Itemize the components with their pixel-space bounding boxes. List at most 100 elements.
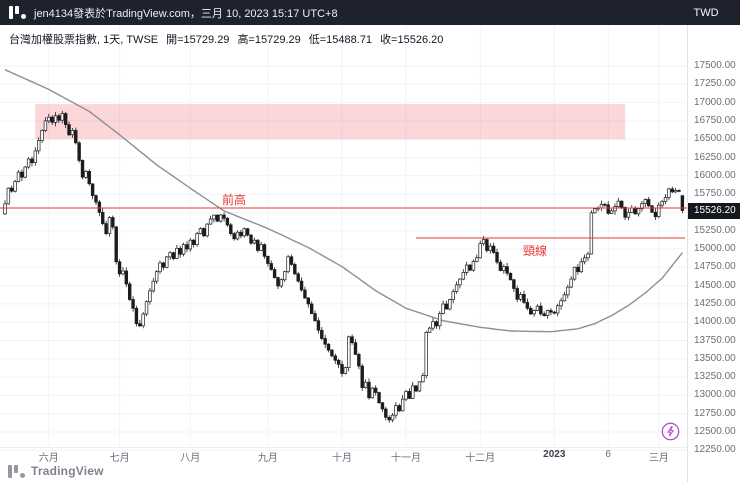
candle <box>441 300 445 315</box>
candle <box>151 277 155 293</box>
candle <box>218 214 223 223</box>
candle <box>181 242 186 257</box>
candle <box>589 210 594 255</box>
price-tick-label: 13750.00 <box>694 334 736 346</box>
time-tick-label: 三月 <box>648 453 669 464</box>
candle <box>296 271 300 283</box>
candle <box>407 388 412 399</box>
candle <box>124 267 129 288</box>
symbol-info-line: 台灣加權股票指數, 1天, TWSE 開=15729.29 高=15729.29… <box>9 31 443 47</box>
candle <box>663 194 668 205</box>
candle <box>283 270 287 283</box>
price-tick-label: 17250.00 <box>694 78 736 90</box>
time-tick-label: 九月 <box>257 453 278 464</box>
candle <box>222 212 226 222</box>
candle <box>262 243 267 259</box>
candle <box>107 216 112 237</box>
time-tick-label: 十一月 <box>391 453 421 464</box>
candle <box>171 251 176 261</box>
symbol-title[interactable]: 台灣加權股票指數, 1天, TWSE <box>9 34 159 46</box>
candle <box>650 204 654 213</box>
candle <box>232 231 236 241</box>
candle <box>542 311 546 317</box>
candle <box>387 415 391 423</box>
candle <box>596 206 600 212</box>
price-tick-label: 16500.00 <box>694 133 736 145</box>
lightning-button[interactable] <box>661 422 680 441</box>
candle <box>323 334 327 349</box>
candle <box>347 335 351 372</box>
candle <box>370 386 375 399</box>
candle <box>303 286 307 299</box>
candle <box>320 327 324 341</box>
candle <box>202 227 206 238</box>
price-tick-label: 16000.00 <box>694 169 736 181</box>
candle <box>229 223 233 236</box>
candle <box>114 225 118 265</box>
candle <box>309 301 314 315</box>
candle <box>616 197 621 208</box>
candle <box>515 285 519 303</box>
candle <box>121 267 125 276</box>
candle <box>508 272 513 281</box>
candle <box>10 185 14 193</box>
candle <box>535 304 540 312</box>
price-tick-label: 17500.00 <box>694 60 736 71</box>
candle <box>434 320 439 329</box>
candle <box>394 402 398 419</box>
candle <box>417 381 422 392</box>
neckline-annotation[interactable]: 頸線 <box>523 244 548 258</box>
candle <box>377 391 381 404</box>
candle <box>77 140 81 163</box>
price-tick-label: 16750.00 <box>694 114 736 126</box>
candle <box>198 227 203 235</box>
candle <box>215 214 220 223</box>
candle <box>43 117 48 132</box>
candle <box>276 276 280 289</box>
candle <box>491 242 496 254</box>
candle <box>333 353 337 364</box>
candle <box>380 402 385 412</box>
candle <box>84 169 88 179</box>
time-tick-label: 6 <box>605 449 611 460</box>
candle <box>670 186 674 194</box>
candle <box>667 187 671 201</box>
candle <box>192 238 196 248</box>
candle <box>680 195 685 214</box>
resistance-zone[interactable] <box>35 104 626 140</box>
candle <box>239 229 243 239</box>
candle <box>286 254 290 274</box>
tradingview-logo-icon[interactable] <box>9 6 26 19</box>
candle <box>414 384 418 393</box>
candle <box>101 208 105 226</box>
candle <box>47 113 51 124</box>
candle <box>104 220 108 236</box>
moving-average-line[interactable] <box>4 69 683 333</box>
candle <box>23 165 27 179</box>
price-tick-label: 12500.00 <box>694 426 736 437</box>
currency-label: TWD <box>693 6 719 19</box>
footer-brand[interactable]: TradingView <box>8 464 104 478</box>
candle <box>397 403 401 413</box>
candle <box>411 382 415 400</box>
candle <box>481 236 486 246</box>
price-tick-label: 15250.00 <box>694 224 736 236</box>
candle <box>195 232 199 247</box>
candle <box>444 300 449 310</box>
candle <box>306 297 311 308</box>
candle <box>454 281 459 294</box>
candle <box>57 113 61 124</box>
candle <box>249 233 253 245</box>
candle <box>74 127 78 145</box>
candle <box>640 201 644 212</box>
candle <box>279 278 284 288</box>
candle <box>545 309 550 319</box>
candle <box>525 298 530 311</box>
candle <box>502 264 506 274</box>
price-axis[interactable]: 15526.20 17500.00 17250.00 17000.00 16750.0… <box>687 25 740 482</box>
candle <box>205 223 209 238</box>
price-tick-label: 14750.00 <box>694 261 736 273</box>
price-tick-label: 13500.00 <box>694 352 736 364</box>
prev-high-annotation[interactable]: 前高 <box>222 193 247 207</box>
